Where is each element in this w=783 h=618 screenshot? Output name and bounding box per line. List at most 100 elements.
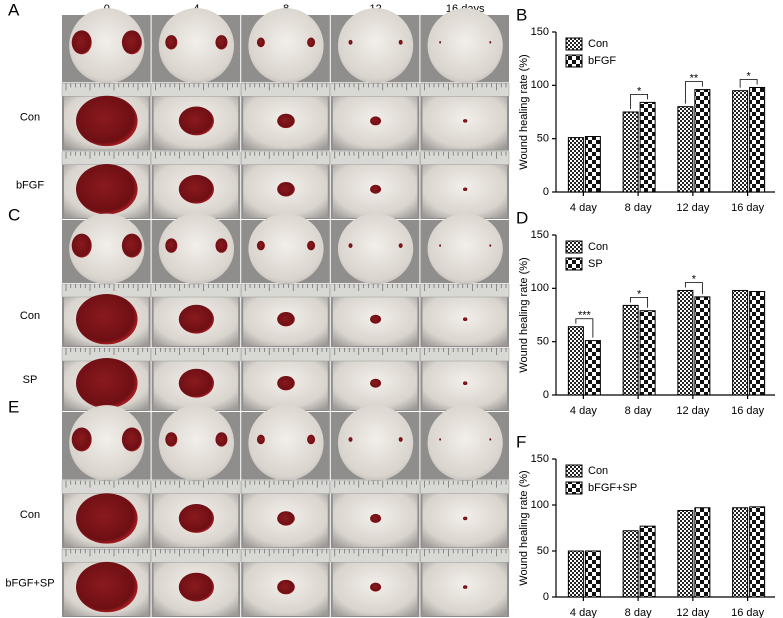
wound xyxy=(307,434,316,445)
significance-bracket xyxy=(630,297,649,308)
wound xyxy=(398,437,403,442)
bar xyxy=(732,507,749,598)
significance-bracket xyxy=(684,81,703,104)
bar xyxy=(694,507,711,598)
wound xyxy=(121,233,142,258)
bar xyxy=(677,289,694,396)
mouse-head xyxy=(158,8,235,84)
significance-label: * xyxy=(692,273,697,285)
wound xyxy=(463,585,468,589)
x-tick-label: 12 day xyxy=(676,607,710,618)
panel-label: F xyxy=(516,432,526,451)
bar xyxy=(622,304,639,396)
legend-label: bFGF xyxy=(588,55,616,67)
wound xyxy=(215,238,228,253)
wound xyxy=(277,376,295,391)
wound xyxy=(71,427,92,452)
x-tick-label: 12 day xyxy=(676,405,710,417)
legend-swatch xyxy=(565,37,583,51)
wound xyxy=(277,579,295,595)
wound xyxy=(215,432,228,447)
wound xyxy=(439,41,442,44)
x-tick-label: 4 day xyxy=(570,202,597,214)
ruler xyxy=(151,347,241,362)
wound xyxy=(121,30,142,55)
mouse-head xyxy=(248,213,324,284)
significance-label: ** xyxy=(690,73,699,85)
y-tick-label: 50 xyxy=(537,336,549,348)
wound xyxy=(463,516,468,521)
bar xyxy=(584,550,601,598)
ruler xyxy=(330,549,420,563)
legend-swatch xyxy=(565,54,583,68)
wound xyxy=(256,434,265,445)
ruler xyxy=(240,549,331,563)
wound xyxy=(348,39,353,45)
legend-swatch xyxy=(565,481,583,495)
wound xyxy=(277,511,295,526)
x-tick-label: 8 day xyxy=(625,202,652,214)
wound xyxy=(76,95,138,147)
significance-label: * xyxy=(637,85,642,97)
mouse-head xyxy=(248,405,324,481)
wound xyxy=(489,438,492,441)
y-tick-label: 0 xyxy=(543,591,549,603)
wound xyxy=(370,378,382,388)
wound xyxy=(76,561,138,613)
significance-label: *** xyxy=(578,310,592,322)
panel-label: C xyxy=(8,205,20,224)
bar xyxy=(677,106,694,193)
y-tick-label: 0 xyxy=(543,186,549,198)
mouse-head xyxy=(69,213,145,284)
y-tick-label: 50 xyxy=(537,133,549,145)
mouse-head xyxy=(69,405,145,481)
wound xyxy=(76,294,138,345)
significance-label: * xyxy=(637,288,642,300)
legend-swatch xyxy=(565,464,583,478)
ruler xyxy=(420,283,510,298)
mouse-head xyxy=(158,213,235,284)
ruler xyxy=(61,480,151,494)
wound xyxy=(370,513,382,523)
mouse-head xyxy=(337,405,414,481)
wound xyxy=(71,233,92,258)
wound xyxy=(76,164,138,215)
ruler xyxy=(240,151,331,165)
mouse-head xyxy=(427,405,503,481)
wound xyxy=(398,39,403,45)
wound xyxy=(307,240,316,251)
bar xyxy=(622,111,639,193)
wound xyxy=(76,358,138,409)
ruler xyxy=(420,480,510,494)
wound xyxy=(121,427,142,452)
y-axis-label: Wound healing rate (%) xyxy=(518,257,530,372)
mouse-head xyxy=(248,8,324,84)
ruler xyxy=(151,480,241,494)
y-tick-label: 150 xyxy=(531,229,549,241)
wound xyxy=(165,432,178,447)
bar xyxy=(567,550,584,598)
wound xyxy=(165,35,178,50)
x-tick-label: 16 day xyxy=(731,202,765,214)
wound xyxy=(178,304,214,334)
row-label: bFGF xyxy=(16,180,44,192)
x-tick-label: 8 day xyxy=(625,607,652,618)
mouse-head xyxy=(69,8,145,84)
ruler xyxy=(420,347,510,362)
wound xyxy=(370,184,382,194)
ruler xyxy=(240,283,331,298)
wound xyxy=(489,244,492,247)
ruler xyxy=(151,83,241,97)
ruler xyxy=(420,83,510,97)
bar xyxy=(584,136,601,193)
wound xyxy=(348,243,353,249)
ruler xyxy=(420,151,510,165)
legend-label: Con xyxy=(588,465,608,477)
ruler xyxy=(61,83,151,97)
wound xyxy=(439,244,442,247)
bar xyxy=(749,86,766,193)
wound xyxy=(370,116,382,126)
panel-label: B xyxy=(516,5,527,24)
bar xyxy=(732,90,749,193)
